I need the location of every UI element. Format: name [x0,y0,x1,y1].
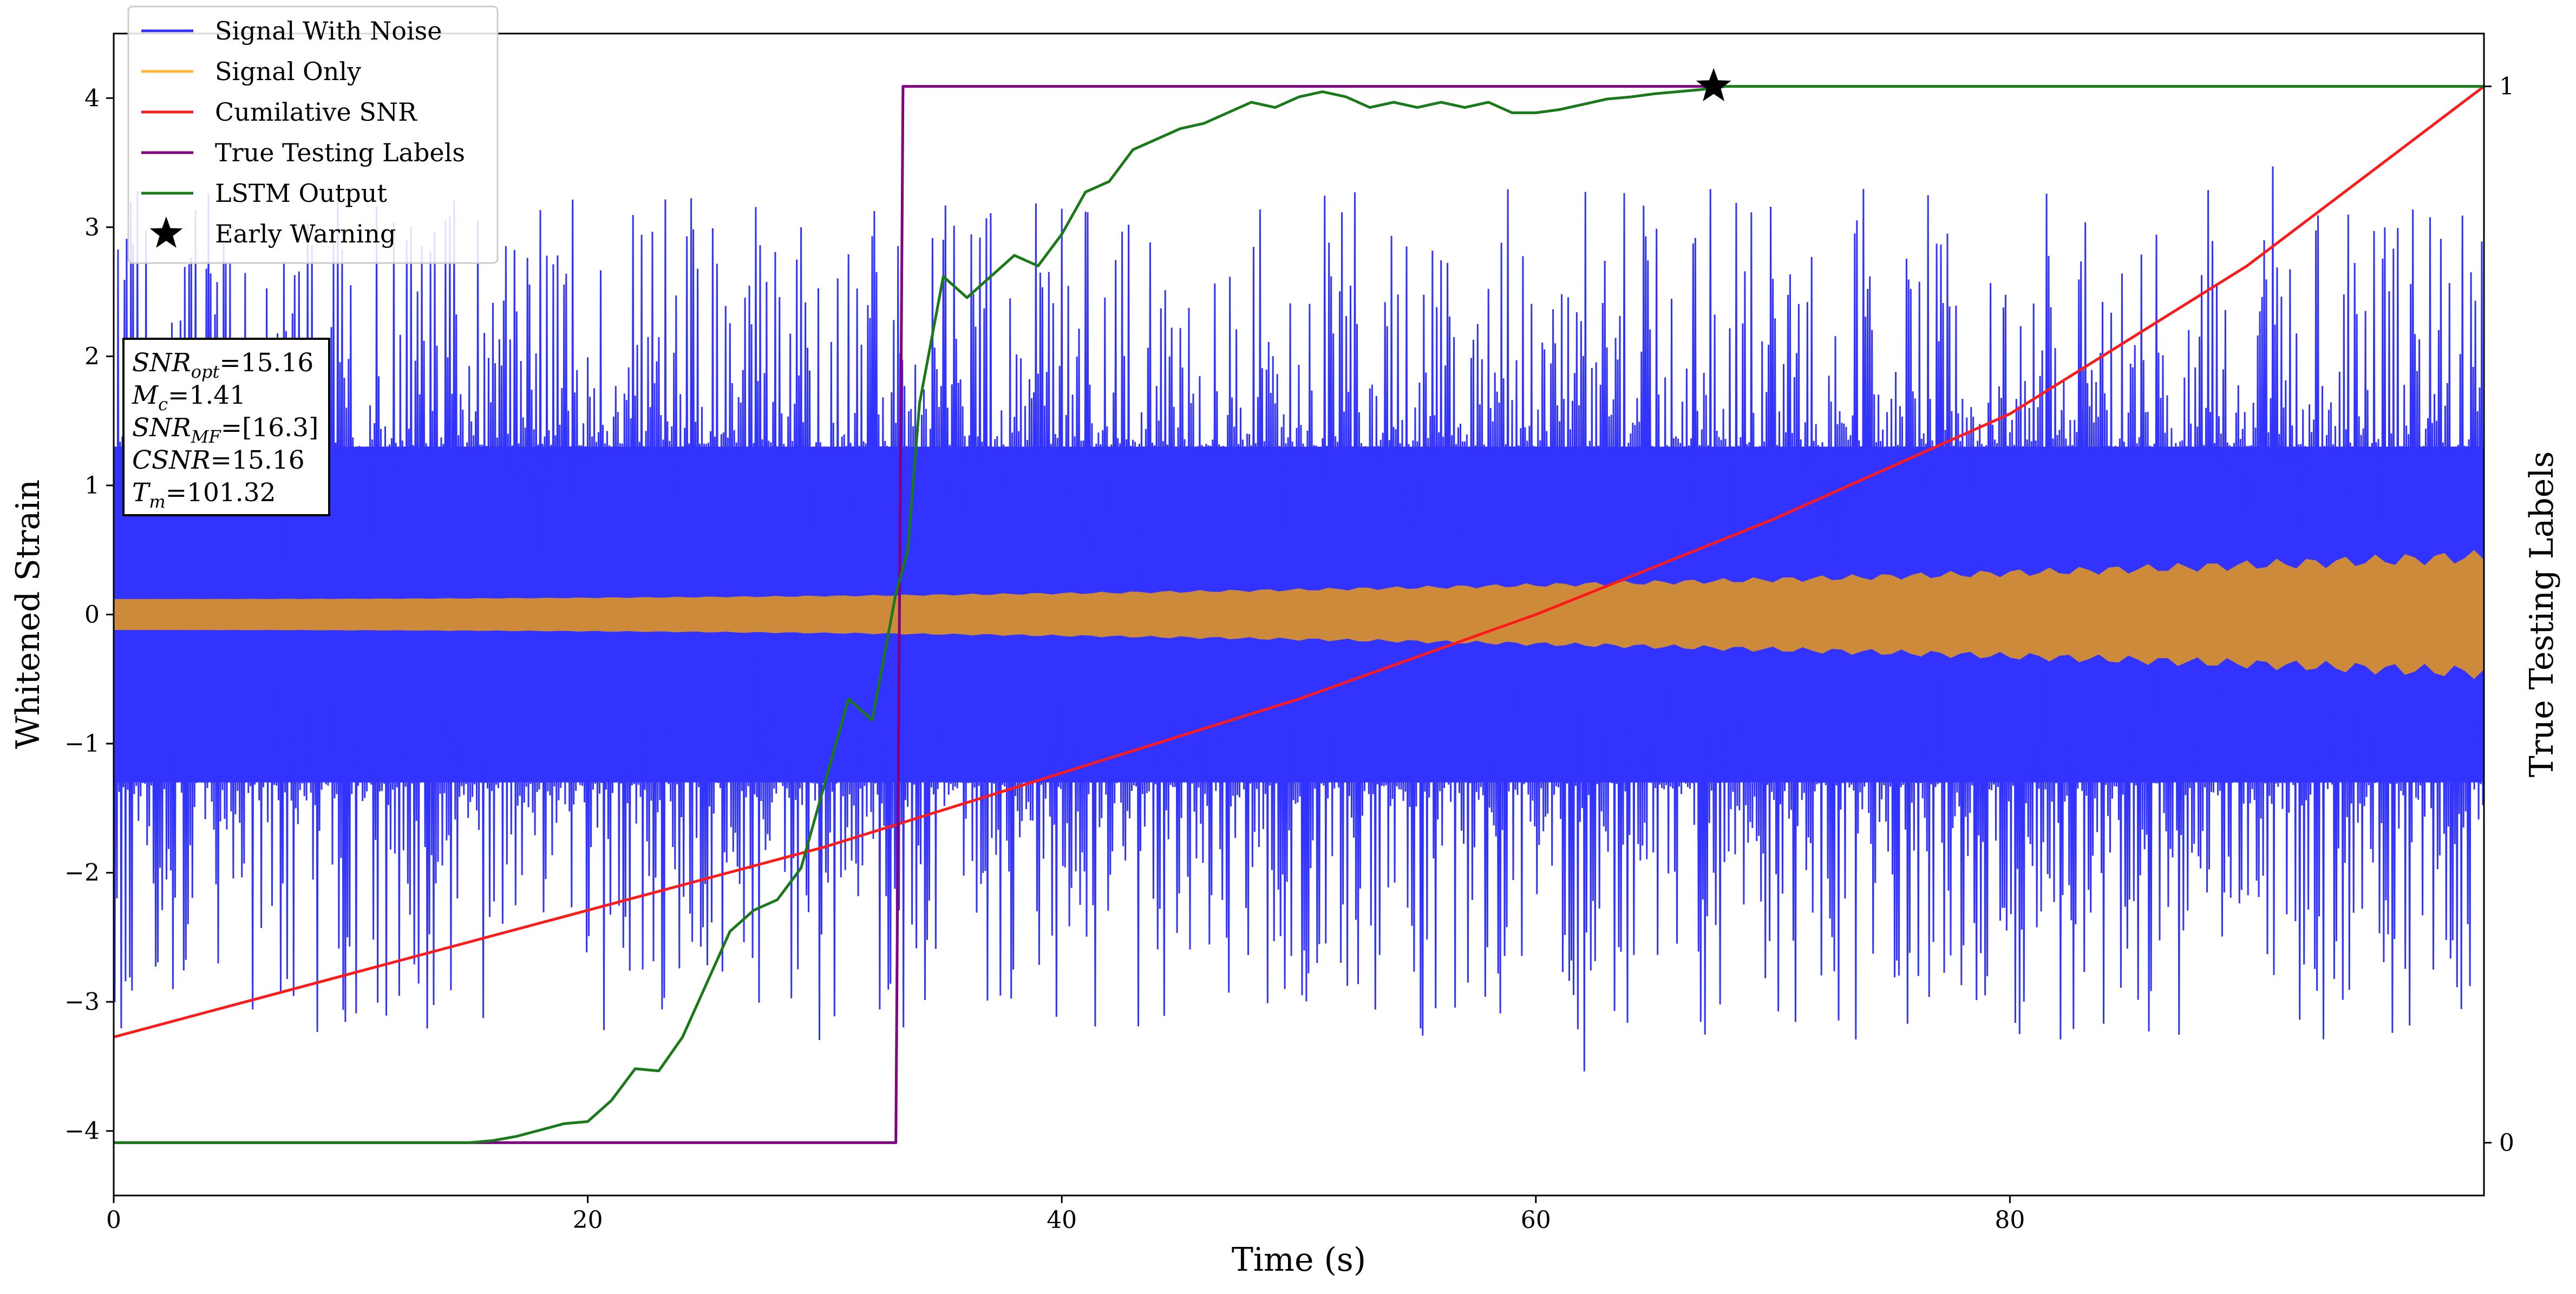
y-tick-label: 2 [84,343,100,370]
y-tick-label: 4 [84,84,100,112]
series-signal-only [114,550,2484,679]
series-lstm-output [114,85,2484,1144]
parameter-annotation-box: SNRopt=15.16Mc=1.41SNRMF=[16.3]CSNR=15.1… [122,338,330,516]
y-axis-right-title: True Testing Labels [2523,451,2561,778]
y-tick-label: −1 [64,730,100,758]
y-axis-title: Whitened Strain [9,479,47,749]
legend: Signal With Noise Signal Only Cumilative S… [127,5,499,264]
x-tick-label: 60 [1521,1206,1551,1234]
legend-star-marker [149,216,183,248]
annotation-line: SNRopt=15.16 [132,348,313,382]
legend-entry: Cumilative SNR [141,97,417,127]
legend-label: Signal Only [215,57,361,86]
series-layer [114,68,2484,1144]
legend-entry: True Testing Labels [141,138,465,167]
annotation-line: SNRMF=[16.3] [132,413,318,447]
annotation-frame [122,338,330,516]
annotation-line: Tm=101.32 [132,478,276,512]
y-tick-label: 0 [84,601,100,629]
legend-label: Early Warning [215,219,396,248]
series-true-testing-labels [114,85,1714,1144]
legend-entry: Signal Only [141,57,361,86]
series-cumilative-snr [114,85,2484,1039]
legend-frame [127,5,499,264]
legend-label: True Testing Labels [215,138,465,167]
legend-entry: Early Warning [149,216,396,248]
annotation-line: CSNR=15.16 [132,445,305,475]
legend-label: Cumilative SNR [215,97,417,127]
x-tick-label: 0 [106,1206,121,1234]
y-right-tick-label: 1 [2499,73,2514,101]
y-right-tick-label: 0 [2499,1129,2514,1157]
y-tick-label: 3 [84,214,100,241]
y-tick-label: −2 [64,859,100,887]
x-axis-title: Time (s) [1232,1241,1366,1279]
legend-entry: LSTM Output [141,179,387,208]
x-tick-label: 20 [573,1206,603,1234]
y-tick-label: −4 [64,1118,100,1145]
y-tick-label: −3 [64,988,100,1016]
legend-label: LSTM Output [215,179,387,208]
legend-entry: Signal With Noise [141,16,442,45]
x-tick-label: 40 [1047,1206,1077,1234]
y-tick-label: 1 [84,472,100,500]
signal-only-band [114,550,2484,679]
legend-label: Signal With Noise [215,16,442,45]
noise-trace [114,166,2484,1072]
annotation-line: Mc=1.41 [132,380,246,415]
x-tick-label: 80 [1995,1206,2025,1234]
early-warning-star-marker [1696,68,1731,102]
